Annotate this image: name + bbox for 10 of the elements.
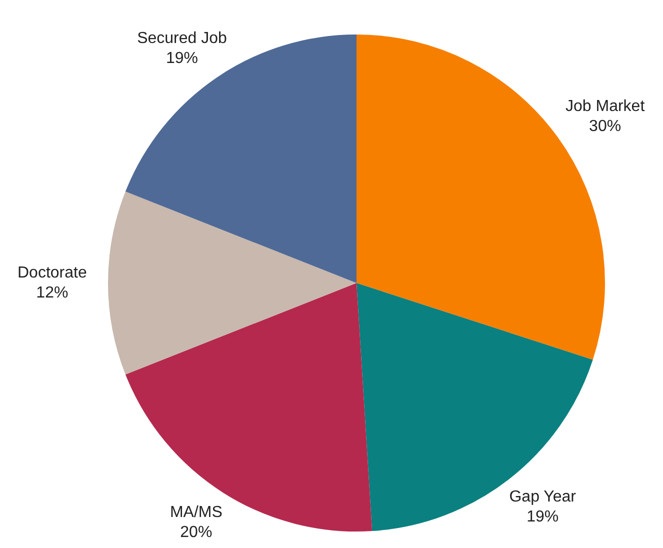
data-label: 12%: [36, 284, 68, 302]
slice-label: Job Market: [565, 98, 646, 115]
data-label: 19%: [166, 50, 198, 67]
data-label: 19%: [526, 508, 559, 526]
slice-label: MA/MS: [170, 504, 222, 521]
slice-label: Secured Job: [137, 30, 228, 47]
slice-label: Doctorate: [18, 264, 87, 282]
slice-label: Gap Year: [509, 488, 577, 506]
data-label: 20%: [180, 524, 212, 541]
data-label: 30%: [589, 118, 622, 135]
